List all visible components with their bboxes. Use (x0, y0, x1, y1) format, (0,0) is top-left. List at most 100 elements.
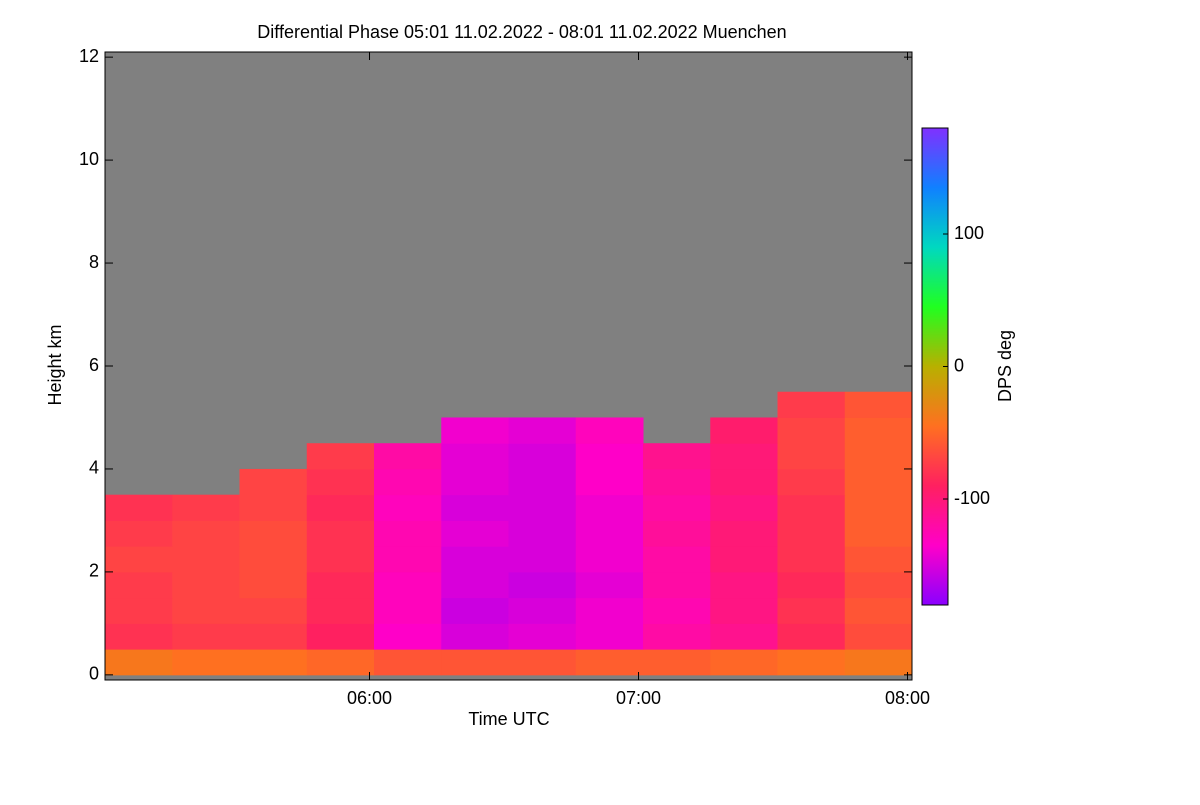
heat-cell (508, 494, 577, 521)
colorbar-tick-label: 0 (954, 355, 964, 375)
heat-cell (710, 571, 778, 599)
heat-cell (239, 520, 308, 547)
heat-cell (710, 649, 778, 676)
heat-cell (441, 468, 509, 496)
heat-cell (239, 494, 308, 521)
heat-cell (306, 571, 375, 599)
heat-cell (239, 546, 308, 573)
y-tick-label: 10 (79, 149, 99, 169)
heat-cell (105, 571, 173, 599)
heat-cell (844, 494, 913, 521)
heat-cell (643, 546, 711, 573)
heat-cell (374, 546, 442, 573)
heat-cell (306, 520, 375, 547)
heat-cell (374, 494, 442, 521)
colorbar-tick-label: -100 (954, 488, 990, 508)
heat-cell (777, 443, 846, 470)
heat-cell (643, 520, 711, 547)
heat-cell (306, 649, 375, 676)
heat-cell (575, 443, 644, 470)
x-tick-label: 06:00 (347, 688, 392, 708)
heat-cell (172, 546, 240, 573)
heat-cell (643, 468, 711, 496)
colorbar-tick-label: 100 (954, 223, 984, 243)
heat-cell (844, 546, 913, 573)
heat-cell (441, 417, 509, 444)
heat-cell (172, 597, 240, 624)
heat-cell (844, 649, 913, 676)
heat-cell (575, 623, 644, 650)
heat-cell (575, 546, 644, 573)
heat-cell (710, 623, 778, 650)
heat-cell (844, 468, 913, 496)
heat-cell (306, 546, 375, 573)
heat-cell (239, 597, 308, 624)
heat-cell (777, 468, 846, 496)
heat-cell (239, 649, 308, 676)
y-axis-label: Height km (45, 324, 65, 405)
heat-cell (374, 649, 442, 676)
heat-cell (441, 494, 509, 521)
heat-cell (844, 623, 913, 650)
heat-cell (508, 649, 577, 676)
heat-cell (105, 649, 173, 676)
heat-cell (508, 520, 577, 547)
y-tick-label: 4 (89, 458, 99, 478)
heat-cell (575, 571, 644, 599)
heat-cell (239, 571, 308, 599)
y-tick-label: 6 (89, 355, 99, 375)
heat-cell (710, 417, 778, 444)
heat-cell (777, 520, 846, 547)
heat-cell (575, 494, 644, 521)
heat-cell (643, 597, 711, 624)
heat-cell (374, 520, 442, 547)
y-tick-label: 2 (89, 561, 99, 581)
heat-cell (374, 571, 442, 599)
heat-cell (643, 443, 711, 470)
heat-cell (441, 571, 509, 599)
heat-cell (844, 417, 913, 444)
heat-cell (306, 494, 375, 521)
heat-cell (105, 597, 173, 624)
heat-cell (306, 468, 375, 496)
heat-cell (239, 468, 308, 496)
heat-cell (374, 623, 442, 650)
heat-cell (643, 623, 711, 650)
heat-cell (172, 520, 240, 547)
heat-cell (508, 468, 577, 496)
y-tick-label: 8 (89, 252, 99, 272)
x-axis-label: Time UTC (468, 709, 549, 729)
heat-cell (306, 597, 375, 624)
heat-cell (575, 468, 644, 496)
heat-cell (777, 571, 846, 599)
heat-cell (306, 623, 375, 650)
heat-cell (306, 443, 375, 470)
heat-cell (710, 494, 778, 521)
heat-cell (441, 597, 509, 624)
y-tick-label: 0 (89, 664, 99, 684)
colorbar-label: DPS deg (995, 330, 1015, 402)
heat-cell (777, 597, 846, 624)
heat-cell (105, 520, 173, 547)
heat-cell (441, 546, 509, 573)
heat-cell (710, 546, 778, 573)
y-tick-label: 12 (79, 46, 99, 66)
heat-cell (643, 571, 711, 599)
heat-cell (508, 597, 577, 624)
heat-cell (508, 443, 577, 470)
heat-cell (710, 520, 778, 547)
heat-cell (441, 623, 509, 650)
heat-cell (777, 546, 846, 573)
heat-cell (441, 443, 509, 470)
heat-cell (508, 623, 577, 650)
heat-cell (172, 494, 240, 521)
heat-cell (575, 520, 644, 547)
heat-cell (844, 520, 913, 547)
heat-cell (508, 546, 577, 573)
heat-cell (643, 649, 711, 676)
heat-cell (844, 571, 913, 599)
heat-cell (777, 391, 846, 418)
heat-cell (643, 494, 711, 521)
heat-cell (710, 597, 778, 624)
